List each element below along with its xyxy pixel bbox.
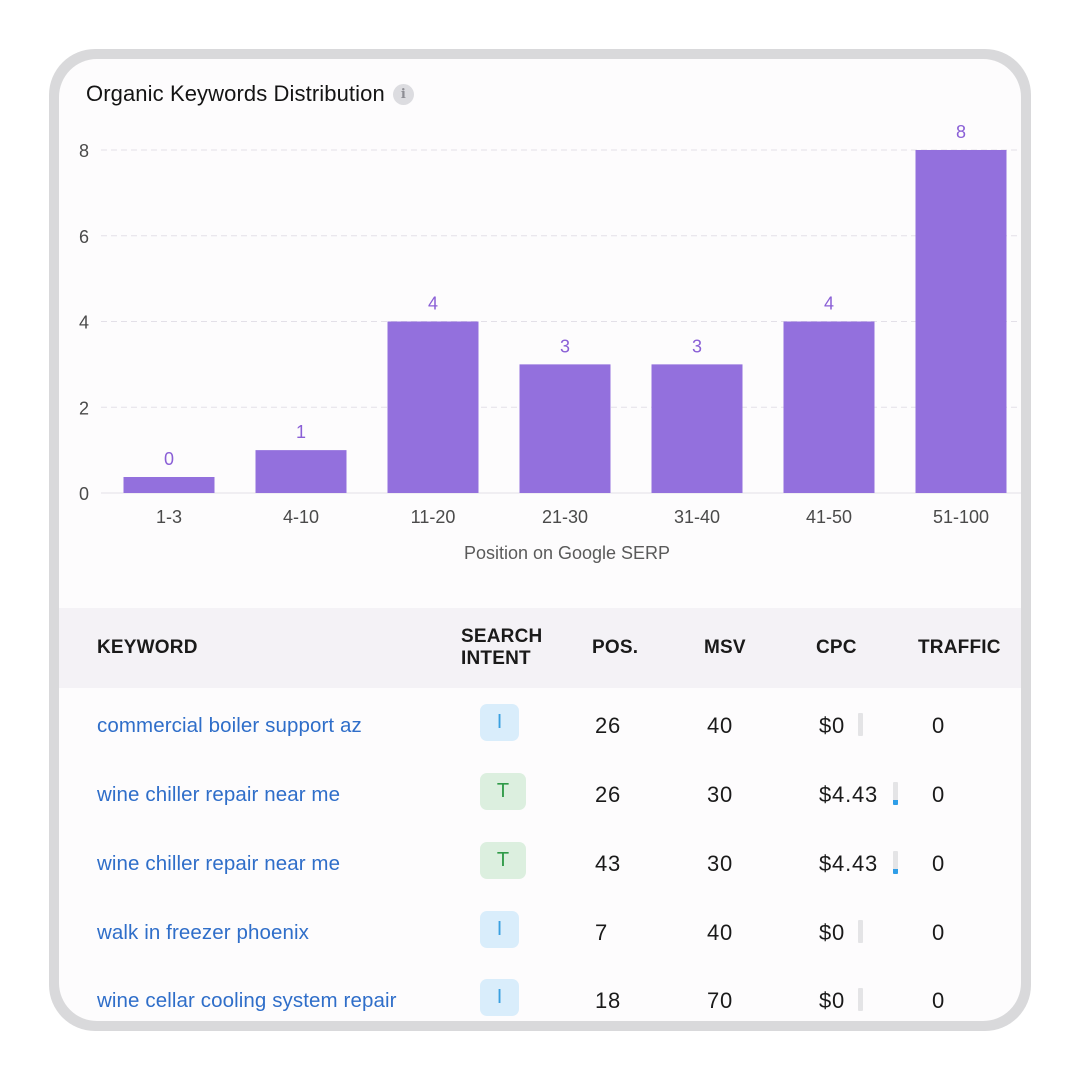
x-tick-label: 21-30 bbox=[542, 507, 588, 527]
intent-badge-label: I bbox=[496, 711, 503, 733]
msv-value: 40 bbox=[707, 920, 734, 945]
intent-badge[interactable]: I bbox=[480, 911, 519, 948]
bar-value-label: 8 bbox=[956, 122, 966, 142]
cpc-competition-fill bbox=[893, 799, 898, 805]
intent-badge-label: T bbox=[496, 849, 510, 871]
bar[interactable] bbox=[519, 364, 611, 493]
bar[interactable] bbox=[651, 364, 743, 493]
table-row: wine cellar cooling system repair I 18 70 $0… bbox=[59, 966, 1021, 1021]
card-header: Organic Keywords Distribution i bbox=[86, 69, 414, 119]
keywords-card: Organic Keywords Distribution i 0 2 4 6 8 0 1-… bbox=[59, 59, 1021, 1021]
y-tick-label: 4 bbox=[79, 313, 89, 333]
cpc-value: $4.43 bbox=[819, 782, 879, 807]
table-row: wine chiller repair near me T 43 30 $4.43 0 bbox=[59, 829, 1021, 898]
msv-value: 40 bbox=[707, 713, 734, 738]
cpc-value: $0 bbox=[819, 920, 846, 945]
bar-chart: 0 2 4 6 8 0 1-3 1 4-10 4 11-20 3 21-30 3 31-40 4 41-50 8 5… bbox=[79, 122, 1021, 563]
cpc-value: $0 bbox=[819, 713, 846, 738]
position-value: 26 bbox=[595, 782, 622, 807]
position-value: 26 bbox=[595, 713, 622, 738]
info-icon[interactable]: i bbox=[392, 83, 414, 105]
y-tick-label: 8 bbox=[79, 141, 89, 161]
card-title: Organic Keywords Distribution bbox=[86, 81, 385, 106]
msv-value: 70 bbox=[707, 988, 734, 1013]
x-tick-label: 4-10 bbox=[283, 507, 319, 527]
traffic-value: 0 bbox=[932, 713, 946, 738]
table-header: KEYWORD SEARCH INTENT POS. MSV CPC TRAFF… bbox=[59, 608, 1021, 688]
table-row: commercial boiler support az I 26 40 $0 0 bbox=[59, 691, 1021, 760]
cpc-competition-bar bbox=[893, 782, 898, 805]
x-tick-label: 31-40 bbox=[674, 507, 720, 527]
traffic-value: 0 bbox=[932, 782, 946, 807]
x-tick-label: 41-50 bbox=[806, 507, 852, 527]
cpc-competition-bar bbox=[893, 851, 898, 874]
cpc-competition-bar bbox=[858, 988, 863, 1011]
keyword-link[interactable]: commercial boiler support az bbox=[97, 714, 362, 737]
position-value: 7 bbox=[595, 920, 609, 945]
bar[interactable] bbox=[783, 321, 875, 494]
table-row: wine chiller repair near me T 26 30 $4.43 0 bbox=[59, 760, 1021, 829]
intent-badge-label: I bbox=[496, 918, 503, 940]
col-header-cpc[interactable]: CPC bbox=[816, 637, 857, 658]
position-value: 43 bbox=[595, 851, 622, 876]
bar[interactable] bbox=[387, 321, 479, 494]
intent-badge-label: I bbox=[496, 986, 503, 1008]
col-header-search-intent-line1: SEARCH bbox=[461, 626, 543, 647]
intent-badge[interactable]: I bbox=[480, 704, 519, 741]
cpc-competition-bar bbox=[858, 920, 863, 943]
y-tick-label: 2 bbox=[79, 398, 89, 418]
y-tick-label: 0 bbox=[79, 484, 89, 504]
bar-value-label: 4 bbox=[428, 294, 438, 314]
x-tick-label: 1-3 bbox=[156, 507, 182, 527]
cpc-value: $4.43 bbox=[819, 851, 879, 876]
traffic-value: 0 bbox=[932, 851, 946, 876]
col-header-search-intent-line2: INTENT bbox=[461, 648, 531, 669]
msv-value: 30 bbox=[707, 782, 734, 807]
col-header-traffic[interactable]: TRAFFIC bbox=[918, 637, 1001, 658]
x-axis-title: Position on Google SERP bbox=[464, 543, 670, 563]
keyword-link[interactable]: walk in freezer phoenix bbox=[97, 921, 309, 944]
traffic-value: 0 bbox=[932, 920, 946, 945]
bar-value-label: 4 bbox=[824, 294, 834, 314]
keyword-link[interactable]: wine cellar cooling system repair bbox=[97, 989, 397, 1012]
keyword-link[interactable]: wine chiller repair near me bbox=[97, 783, 341, 806]
intent-badge[interactable]: T bbox=[480, 842, 526, 879]
col-header-msv[interactable]: MSV bbox=[704, 637, 746, 658]
intent-badge[interactable]: T bbox=[480, 773, 526, 810]
cpc-competition-bar bbox=[858, 713, 863, 736]
keyword-link[interactable]: wine chiller repair near me bbox=[97, 852, 341, 875]
position-value: 18 bbox=[595, 988, 622, 1013]
intent-badge-label: T bbox=[496, 780, 510, 802]
traffic-value: 0 bbox=[932, 988, 946, 1013]
table-row: walk in freezer phoenix I 7 40 $0 0 bbox=[59, 898, 1021, 967]
bar-value-label: 3 bbox=[560, 336, 570, 356]
msv-value: 30 bbox=[707, 851, 734, 876]
col-header-keyword[interactable]: KEYWORD bbox=[97, 637, 198, 658]
bar-value-label: 0 bbox=[164, 449, 174, 469]
bar[interactable] bbox=[915, 150, 1007, 493]
col-header-pos[interactable]: POS. bbox=[592, 637, 639, 658]
col-header-search-intent[interactable]: SEARCH INTENT bbox=[461, 626, 542, 670]
cpc-competition-fill bbox=[893, 868, 898, 874]
bar-value-label: 3 bbox=[692, 336, 702, 356]
y-tick-label: 6 bbox=[79, 227, 89, 247]
bar[interactable] bbox=[123, 477, 215, 493]
bar-value-label: 1 bbox=[296, 422, 306, 442]
x-tick-label: 51-100 bbox=[933, 507, 989, 527]
intent-badge[interactable]: I bbox=[480, 979, 519, 1016]
x-tick-label: 11-20 bbox=[411, 507, 456, 527]
cpc-value: $0 bbox=[819, 988, 846, 1013]
bar[interactable] bbox=[255, 450, 347, 493]
